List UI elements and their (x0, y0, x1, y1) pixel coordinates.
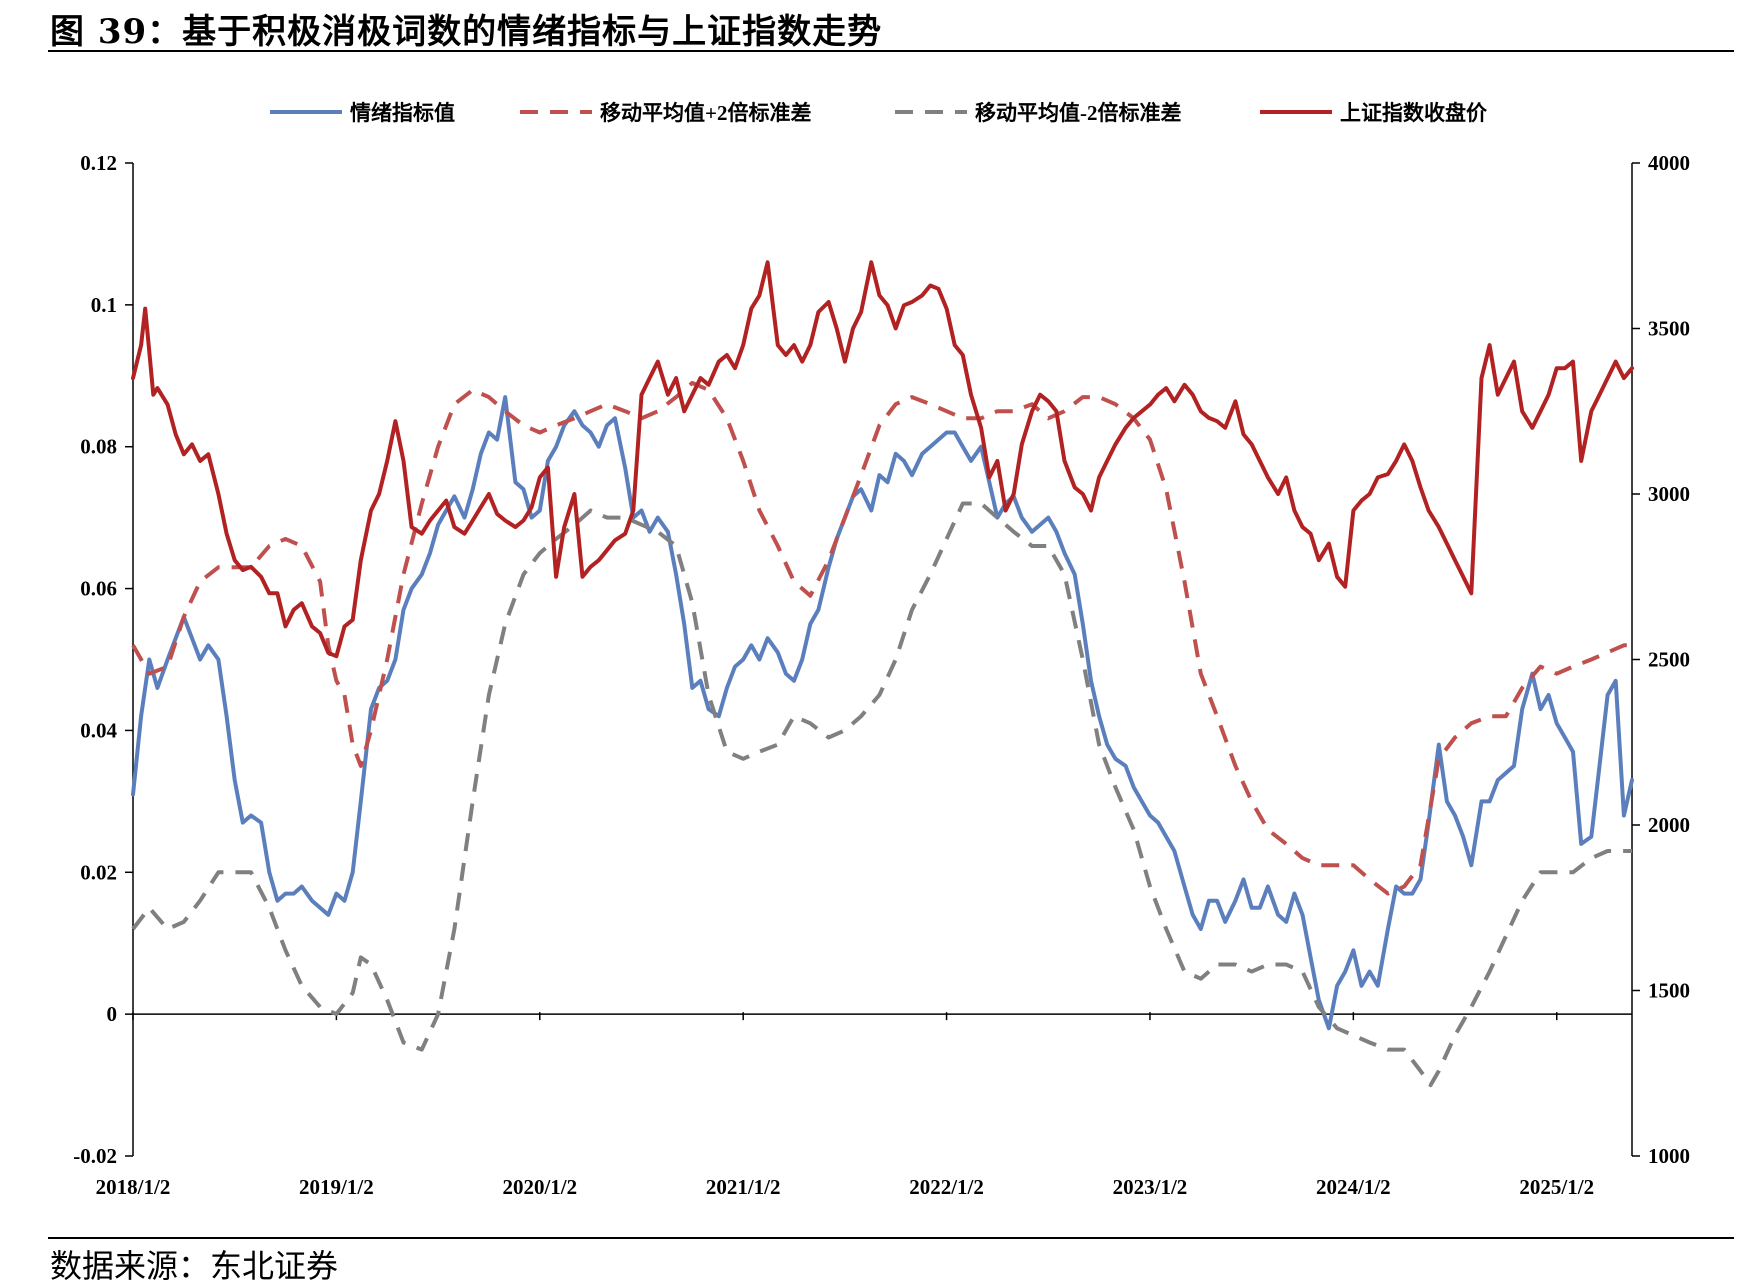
legend-label-1: 情绪指标值 (350, 101, 455, 125)
y-right-tick-label: 4000 (1648, 151, 1690, 175)
y-left-tick-label: 0.06 (80, 577, 117, 601)
plot-area (131, 260, 1634, 1088)
y-right-tick-label: 1000 (1648, 1144, 1690, 1168)
legend: 情绪指标值 移动平均值+2倍标准差 移动平均值-2倍标准差 上证指数收盘价 (270, 101, 1488, 125)
y-left-tick-label: 0 (107, 1002, 118, 1026)
series-line-3 (131, 501, 1632, 1088)
x-tick-label: 2025/1/2 (1519, 1175, 1594, 1199)
y-right-tick-label: 3500 (1648, 317, 1690, 341)
y-left-tick-label: -0.02 (73, 1144, 117, 1168)
legend-label-2: 移动平均值+2倍标准差 (600, 101, 811, 125)
y-left-tick-label: 0.04 (80, 718, 117, 742)
y-right-tick-label: 2000 (1648, 813, 1690, 837)
y-right-tick-label: 1500 (1648, 979, 1690, 1003)
y-left-tick-label: 0.08 (80, 435, 117, 459)
y-right-tick-label: 3000 (1648, 482, 1690, 506)
y-left-tick-label: 0.1 (91, 293, 117, 317)
title-rule (48, 50, 1734, 52)
x-tick-label: 2024/1/2 (1316, 1175, 1391, 1199)
series-line-1 (131, 395, 1634, 1031)
legend-label-3: 移动平均值-2倍标准差 (975, 101, 1182, 125)
x-tick-label: 2022/1/2 (909, 1175, 984, 1199)
source-rule (48, 1237, 1734, 1239)
x-tick-label: 2020/1/2 (502, 1175, 577, 1199)
series-line-4 (131, 260, 1634, 659)
y-right-tick-label: 2500 (1648, 648, 1690, 672)
figure-source: 数据来源：东北证券 (50, 1247, 339, 1285)
y-left-tick-label: 0.12 (80, 151, 117, 175)
x-tick-label: 2023/1/2 (1113, 1175, 1188, 1199)
x-tick-label: 2021/1/2 (706, 1175, 781, 1199)
legend-label-4: 上证指数收盘价 (1340, 101, 1488, 125)
y-left-tick-label: 0.02 (80, 860, 117, 884)
axes: -0.02 0 0.02 0.04 0.06 0.08 0.1 0.12 1000 1500 200… (73, 151, 1690, 1199)
figure-title: 图 39：基于积极消极词数的情绪指标与上证指数走势 (50, 12, 883, 52)
series-line-2 (131, 380, 1632, 896)
x-tick-label: 2019/1/2 (299, 1175, 374, 1199)
x-tick-label: 2018/1/2 (96, 1175, 171, 1199)
